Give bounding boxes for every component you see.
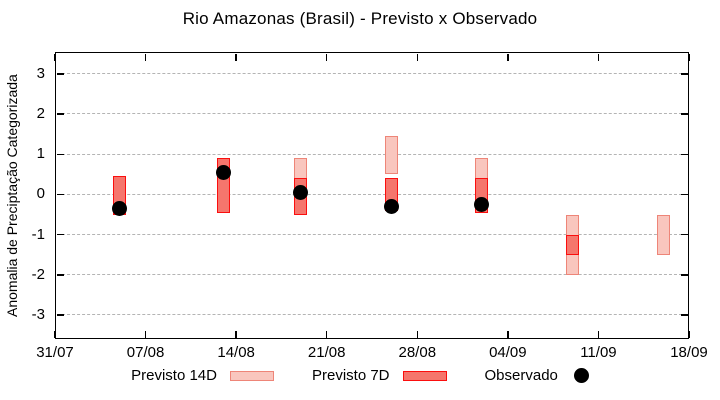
y-tick-label: -1 [31,225,45,243]
observed-dot [215,164,231,180]
x-axis-tick [144,53,147,61]
y-tick-label: 3 [36,65,45,83]
x-axis-tick [54,53,56,61]
x-tick-label: 07/08 [126,344,165,361]
grid-line [57,113,687,115]
grid-line [57,233,687,235]
y-axis-tick [680,274,688,276]
legend-label-previsto-7d: Previsto 7D [311,367,390,384]
y-axis-tick [56,113,64,115]
observed-dot [383,199,399,215]
forecast-7d-swatch [402,370,447,381]
legend-label-previsto-14d: Previsto 14D [131,367,217,384]
y-tick-label: -3 [31,305,45,323]
y-axis-tick [56,314,64,316]
legend-item-observado: Observado [485,367,589,384]
forecast-14d-bar [384,136,398,175]
observed-dot [474,197,490,213]
legend-label-observado: Observado [484,367,558,384]
y-axis-tick [56,274,64,276]
x-tick-label: 21/08 [307,344,346,361]
y-axis-tick [680,73,688,75]
x-axis-tick [235,53,237,61]
x-axis-tick [54,330,56,338]
x-tick-label: 18/09 [670,344,708,361]
legend: Previsto 14D Previsto 7D Observado [0,367,720,384]
grid-line [57,73,687,75]
x-tick-label: 31/07 [36,344,74,361]
x-axis-tick [144,330,147,338]
plot-border [55,52,689,339]
x-tick-label: 14/08 [217,344,255,361]
grid-line [57,193,687,195]
y-tick-label: 1 [36,145,45,163]
observed-dot [112,201,128,217]
x-axis-tick [597,53,600,61]
x-axis-tick [688,53,690,61]
observed-dot-swatch [573,368,589,383]
observed-dot [293,184,309,200]
x-tick-label: 04/09 [489,344,527,361]
x-tick-label: 28/08 [398,344,437,361]
grid-line [57,314,687,316]
forecast-7d-bar [566,234,580,255]
x-axis-tick [235,330,237,338]
x-axis-tick [507,53,509,61]
y-axis-tick [56,153,64,156]
legend-item-previsto-7d: Previsto 7D [312,367,447,384]
x-axis-tick [416,53,419,61]
y-axis-tick [56,193,64,196]
y-axis-tick [680,193,688,196]
y-axis-tick [680,153,688,156]
y-tick-label: 0 [36,185,45,203]
forecast-14d-swatch [229,370,274,381]
y-tick-label: 2 [36,105,45,123]
x-axis-tick [416,330,419,338]
grid-line [57,274,687,276]
x-axis-tick [688,330,690,338]
y-axis-tick [680,233,688,236]
forecast-14d-bar [656,214,670,255]
y-axis-tick [56,233,64,236]
x-axis-tick [507,330,509,338]
y-axis-tick [56,73,64,75]
x-tick-label: 11/09 [580,344,617,361]
y-axis-tick [680,314,688,316]
x-axis-tick [597,330,600,338]
chart-title: Rio Amazonas (Brasil) - Previsto x Obser… [182,9,538,28]
grid-line [57,153,687,155]
x-axis-tick [325,53,328,61]
y-axis-tick [680,113,688,115]
legend-item-previsto-14d: Previsto 14D [131,367,274,384]
x-axis-tick [325,330,328,338]
y-tick-label: -2 [31,265,45,283]
